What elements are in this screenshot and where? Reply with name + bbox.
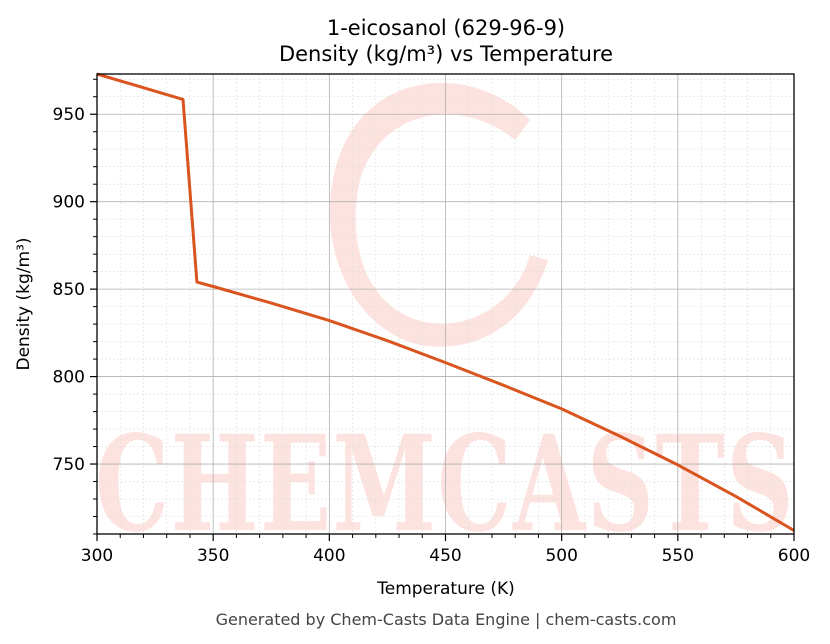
- footer-credit: Generated by Chem-Casts Data Engine | ch…: [216, 610, 677, 629]
- chart-title-line1: 1-eicosanol (629-96-9): [327, 16, 565, 40]
- series-layer: [96, 72, 795, 532]
- y-axis-label: Density (kg/m³): [14, 237, 34, 370]
- density-line: [96, 72, 795, 532]
- x-tick-label: 600: [778, 546, 810, 566]
- y-tick-label: 800: [53, 368, 85, 388]
- x-tick-label: 550: [662, 546, 694, 566]
- x-tick-label: 300: [81, 546, 113, 566]
- x-axis: 300 350 400 450 500 550 600: [81, 534, 810, 566]
- x-tick-label: 350: [197, 546, 229, 566]
- y-tick-label: 900: [53, 193, 85, 213]
- y-axis: 750 800 850 900 950: [53, 78, 97, 535]
- x-axis-label: Temperature (K): [376, 579, 515, 599]
- y-tick-label: 750: [53, 455, 85, 475]
- chart-title-line2: Density (kg/m³) vs Temperature: [279, 42, 613, 66]
- watermark: CHEMCASTS: [95, 82, 795, 562]
- y-tick-label: 950: [53, 105, 85, 125]
- x-tick-label: 450: [429, 546, 461, 566]
- y-tick-label: 850: [53, 280, 85, 300]
- watermark-text: CHEMCASTS: [95, 407, 795, 562]
- x-tick-label: 500: [545, 546, 577, 566]
- x-tick-label: 400: [313, 546, 345, 566]
